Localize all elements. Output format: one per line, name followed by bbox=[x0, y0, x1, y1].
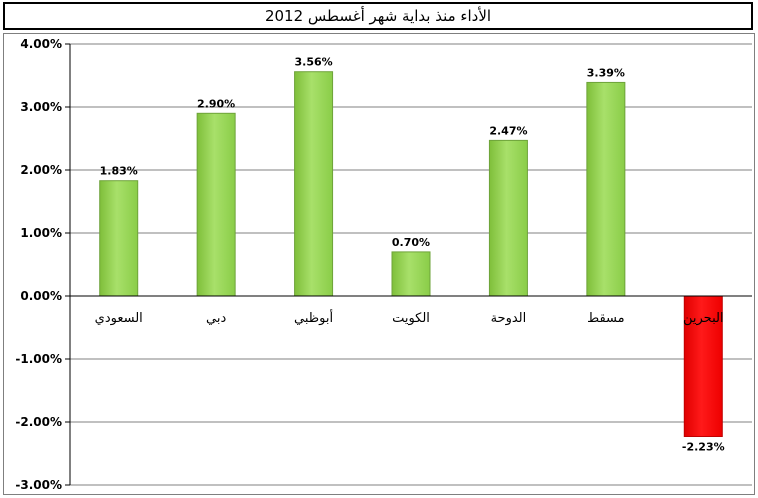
y-tick-label: 0.00% bbox=[20, 289, 62, 303]
y-tick-label: 2.00% bbox=[20, 163, 62, 177]
bar bbox=[196, 112, 236, 297]
category-label: الدوحة bbox=[491, 311, 527, 326]
y-tick-label: -3.00% bbox=[15, 478, 62, 492]
bar bbox=[586, 81, 626, 297]
data-label: 2.47% bbox=[489, 124, 527, 137]
category-label: دبي bbox=[206, 311, 226, 326]
bar bbox=[294, 71, 334, 297]
bar bbox=[391, 251, 431, 297]
y-tick-label: -2.00% bbox=[15, 415, 62, 429]
y-tick-label: 3.00% bbox=[20, 100, 62, 114]
category-label: مسقط bbox=[587, 311, 624, 326]
category-label: الكويت bbox=[392, 311, 430, 326]
y-tick-label: -1.00% bbox=[15, 352, 62, 366]
bar bbox=[683, 295, 723, 437]
data-label: 1.83% bbox=[100, 165, 138, 178]
chart-title: الأداء منذ بداية شهر أغسطس 2012 bbox=[3, 2, 753, 30]
bar bbox=[488, 139, 528, 297]
category-label: السعودي bbox=[95, 311, 143, 326]
bar bbox=[99, 180, 139, 297]
bar-chart: 4.00% 3.00% 2.00% 1.00% 0.00% -1.00% -2.00% -3.… bbox=[15, 37, 752, 492]
data-label: -2.23% bbox=[682, 440, 725, 453]
data-label: 3.56% bbox=[294, 56, 332, 69]
y-tick-label: 1.00% bbox=[20, 226, 62, 240]
y-tick-label: 4.00% bbox=[20, 37, 62, 51]
data-label: 0.70% bbox=[392, 236, 430, 249]
data-label: 2.90% bbox=[197, 97, 235, 110]
category-label: البحرين bbox=[683, 311, 724, 326]
chart-area: 4.00% 3.00% 2.00% 1.00% 0.00% -1.00% -2.00% -3.… bbox=[3, 33, 755, 495]
category-label: أبوظبي bbox=[294, 309, 333, 326]
data-label: 3.39% bbox=[587, 66, 625, 79]
